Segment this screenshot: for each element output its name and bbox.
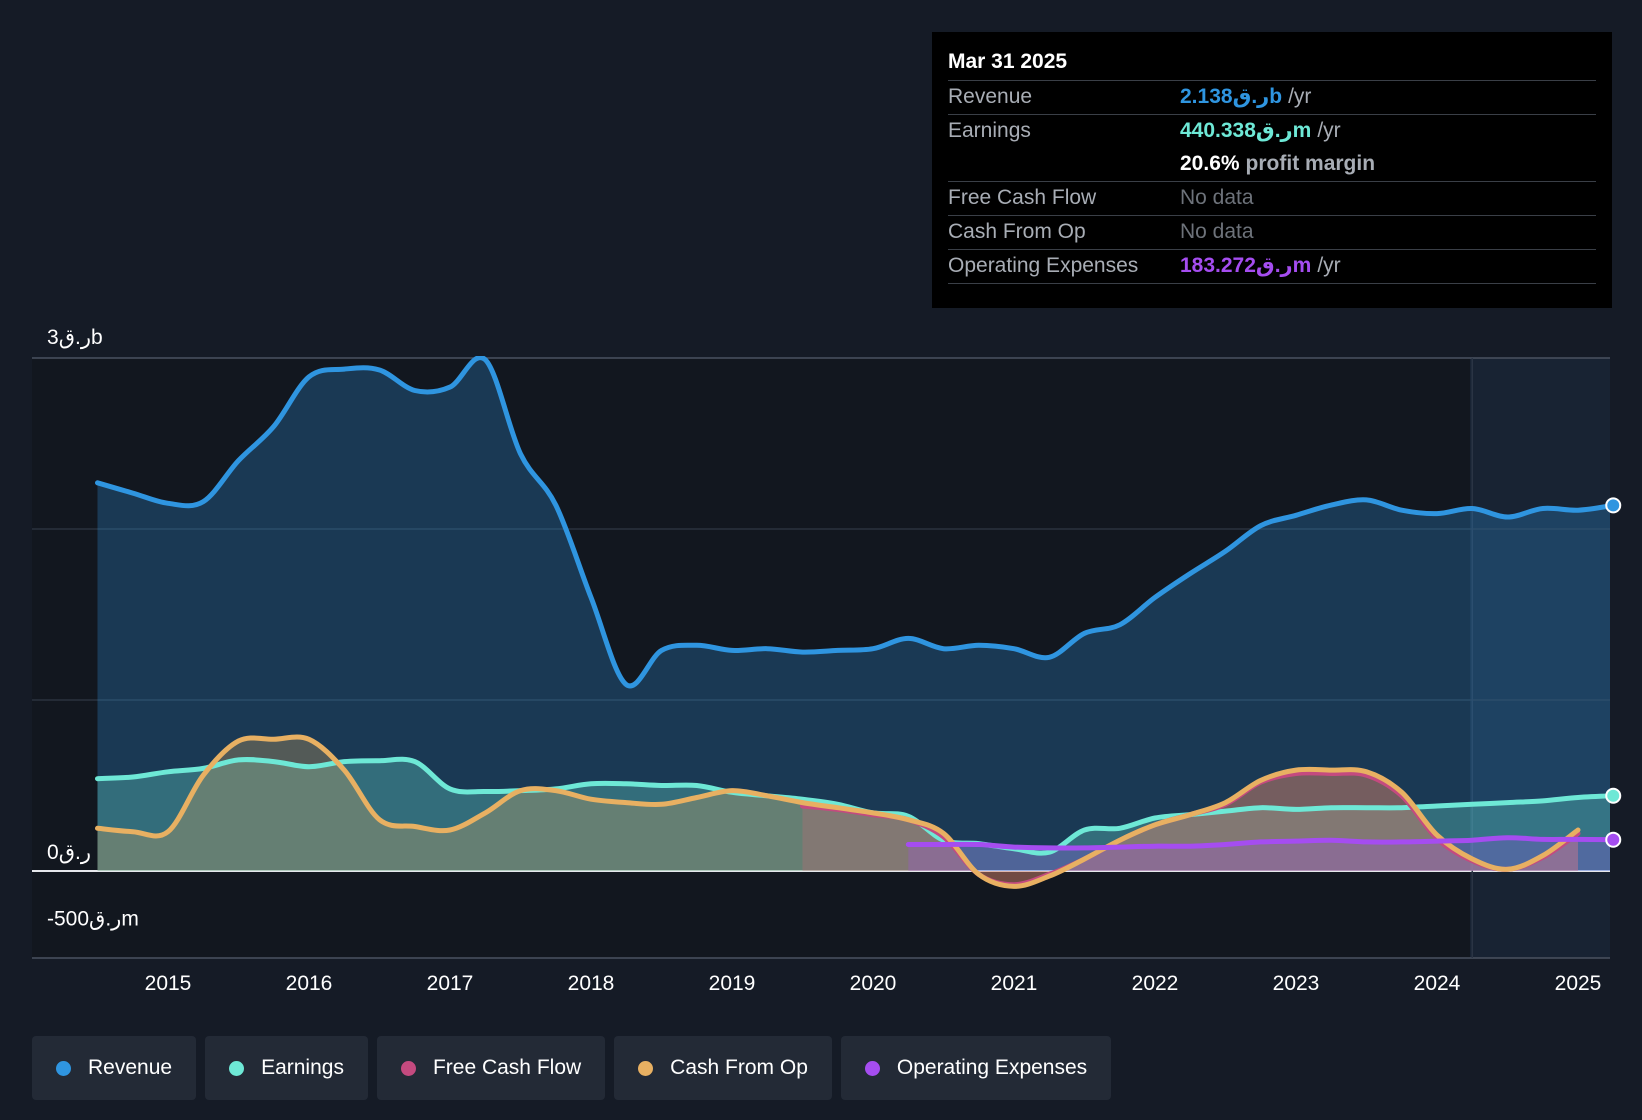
free-cash-flow-area	[802, 772, 1578, 885]
tooltip-value: No data	[1180, 186, 1254, 209]
y-axis-labels: 3ر.قb 0ر.ق -500ر.قm	[47, 326, 139, 932]
tooltip-row-revenue: Revenue 2.138ر.قb/yr	[948, 80, 1596, 114]
legend-dot-icon	[400, 1060, 416, 1076]
x-tick-label: 2017	[427, 972, 474, 995]
tooltip-label: Revenue	[948, 85, 1033, 108]
x-tick-label: 2020	[850, 972, 897, 995]
legend-item-revenue[interactable]: Revenue	[32, 1036, 197, 1100]
legend: Revenue Earnings Free Cash Flow Cash Fro…	[32, 1036, 1112, 1100]
tooltip-label: Cash From Op	[948, 220, 1086, 243]
revenue-end-point	[1605, 497, 1622, 514]
tooltip-row-profit-margin: 20.6% profit margin	[948, 148, 1596, 181]
tooltip-unit: /yr	[1288, 85, 1312, 108]
earnings-end-point	[1605, 787, 1622, 804]
legend-label: Operating Expenses	[896, 1056, 1088, 1079]
tooltip-panel: Mar 31 2025 Revenue 2.138ر.قb/yr Earning…	[932, 32, 1612, 308]
tooltip-row-free-cash-flow: Free Cash Flow No data	[948, 181, 1596, 215]
operating-expenses-line	[905, 835, 1610, 851]
tooltip-value: 2.138ر.قb	[1180, 85, 1283, 108]
legend-item-free-cash-flow[interactable]: Free Cash Flow	[376, 1036, 606, 1100]
grid-lines	[32, 357, 1610, 959]
revenue-line	[95, 356, 1610, 689]
x-axis-labels: 2015 2016 2017 2018 2019 2020 2021 2022 2023 2024…	[145, 972, 1602, 995]
tooltip-unit: /yr	[1317, 119, 1341, 142]
legend-label: Free Cash Flow	[432, 1056, 582, 1079]
y-tick-label: 3ر.قb	[47, 326, 103, 350]
tooltip-label: Free Cash Flow	[948, 186, 1097, 209]
x-tick-label: 2022	[1132, 972, 1179, 995]
tooltip-value: No data	[1180, 220, 1254, 243]
tooltip-label: Operating Expenses	[948, 254, 1139, 277]
operating-expenses-end-point	[1605, 831, 1622, 848]
x-tick-label: 2021	[991, 972, 1038, 995]
x-tick-label: 2016	[286, 972, 333, 995]
tooltip-value: 20.6%	[1180, 152, 1240, 175]
plot-background	[32, 358, 1610, 958]
tooltip-label: Earnings	[948, 119, 1031, 142]
x-tick-label: 2023	[1273, 972, 1320, 995]
tooltip-date: Mar 31 2025	[948, 50, 1068, 73]
x-tick-label: 2025	[1555, 972, 1602, 995]
operating-expenses-area	[908, 837, 1610, 871]
tooltip-value: 183.272ر.قm	[1180, 254, 1312, 277]
x-tick-label: 2019	[709, 972, 756, 995]
y-tick-label: 0ر.ق	[47, 841, 91, 865]
tooltip-row-cash-from-op: Cash From Op No data	[948, 215, 1596, 249]
x-tick-label: 2018	[568, 972, 615, 995]
x-tick-label: 2024	[1414, 972, 1461, 995]
legend-dot-icon	[56, 1060, 71, 1076]
legend-dot-icon	[229, 1060, 245, 1076]
tooltip-row-operating-expenses: Operating Expenses 183.272ر.قm/yr	[948, 249, 1596, 284]
revenue-area	[97, 357, 1610, 871]
tooltip-label	[948, 148, 1180, 181]
y-tick-label: -500ر.قm	[47, 908, 139, 932]
end-markers	[1605, 497, 1622, 848]
legend-item-cash-from-op[interactable]: Cash From Op	[614, 1036, 832, 1100]
legend-item-earnings[interactable]: Earnings	[205, 1036, 368, 1100]
legend-dot-icon	[638, 1060, 654, 1076]
legend-dot-icon	[864, 1060, 880, 1076]
legend-item-operating-expenses[interactable]: Operating Expenses	[840, 1036, 1112, 1100]
legend-label: Revenue	[88, 1056, 173, 1079]
legend-label: Earnings	[261, 1056, 344, 1079]
tooltip-unit: profit margin	[1245, 152, 1376, 175]
tooltip-value: 440.338ر.قm	[1180, 119, 1312, 142]
tooltip-row-earnings: Earnings 440.338ر.قm/yr	[948, 114, 1596, 148]
legend-label: Cash From Op	[670, 1056, 808, 1079]
cash-from-op-line	[95, 734, 1581, 889]
x-tick-label: 2015	[145, 972, 192, 995]
series-lines	[95, 356, 1610, 889]
tooltip-unit: /yr	[1317, 254, 1341, 277]
